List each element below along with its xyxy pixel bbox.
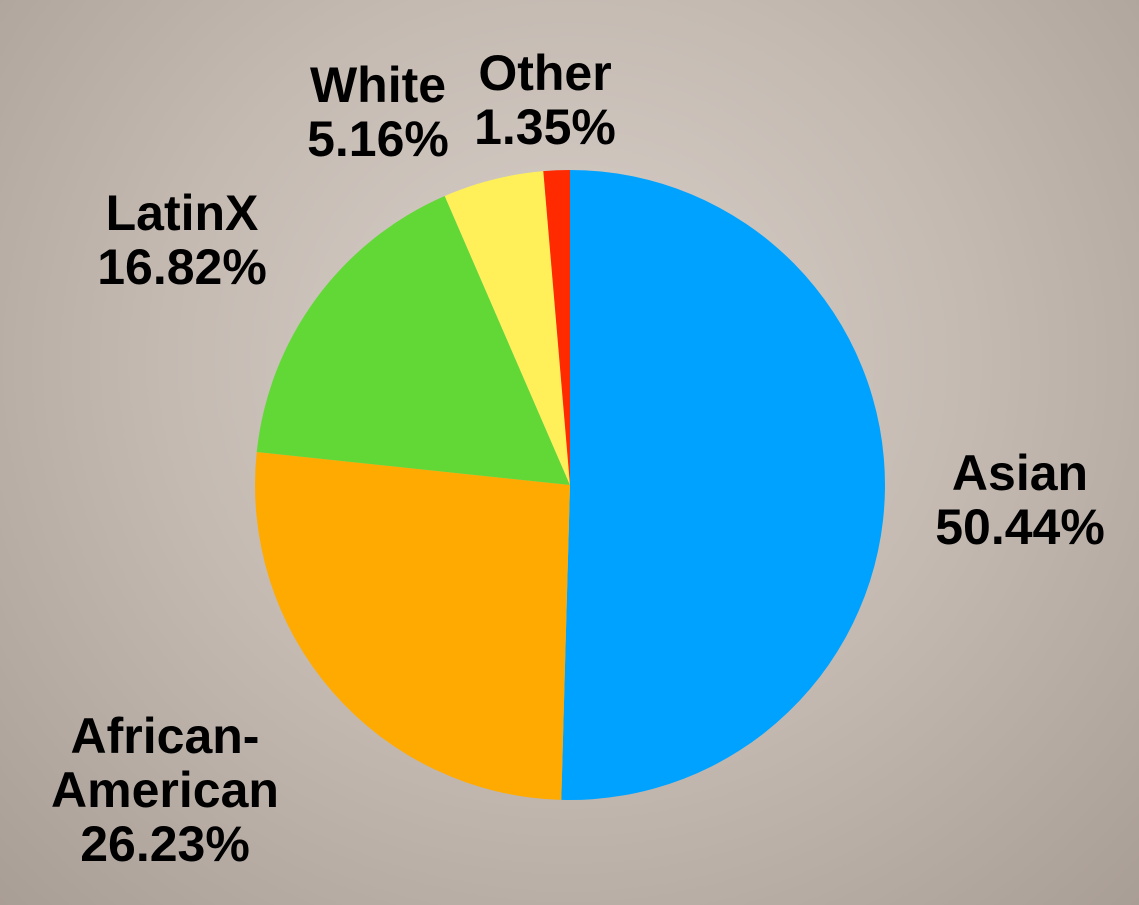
category-label: Other bbox=[478, 45, 612, 101]
pie-slice bbox=[561, 170, 885, 800]
value-label: 26.23% bbox=[80, 816, 250, 872]
category-label: White bbox=[309, 57, 447, 113]
pie-slice bbox=[255, 452, 570, 800]
category-label: African-American bbox=[51, 708, 279, 818]
value-label: 5.16% bbox=[307, 111, 449, 167]
category-label: LatinX bbox=[105, 185, 259, 241]
slice-label: Asian 50.44% bbox=[890, 446, 1139, 554]
slice-label: White 5.16% bbox=[278, 58, 478, 166]
category-label: Asian bbox=[951, 445, 1089, 501]
pie-slice bbox=[543, 170, 570, 485]
value-label: 1.35% bbox=[474, 99, 616, 155]
pie-slice bbox=[256, 195, 570, 485]
pie-slice bbox=[444, 171, 570, 486]
value-label: 50.44% bbox=[935, 499, 1105, 555]
slice-label: African-American 26.23% bbox=[15, 709, 315, 871]
slice-label: Other 1.35% bbox=[445, 46, 645, 154]
slice-label: LatinX 16.82% bbox=[52, 186, 312, 294]
value-label: 16.82% bbox=[97, 239, 267, 295]
